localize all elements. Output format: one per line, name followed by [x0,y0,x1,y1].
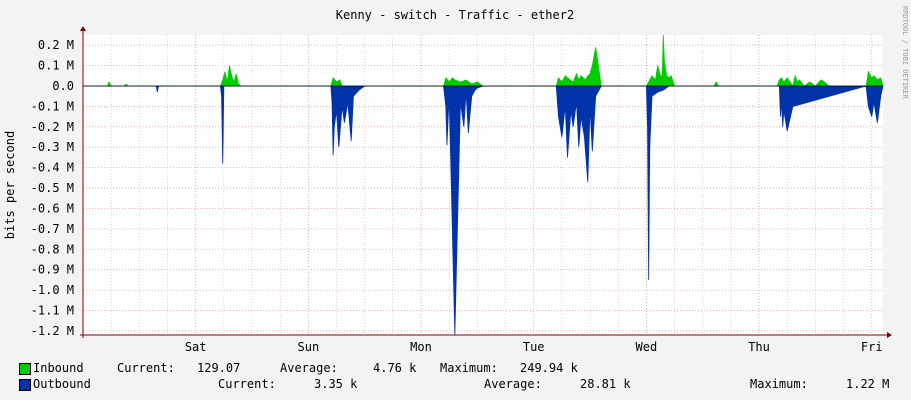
plot-area [83,35,883,335]
y-tick-label: -0.2 M [31,120,74,134]
y-axis-label: bits per second [3,131,17,239]
legend-outbound-maximum-label: Maximum: [750,377,808,391]
legend-inbound-average: 4.76 k [373,361,417,375]
x-tick-label: Sun [298,340,320,354]
inbound-swatch [19,363,31,375]
y-tick-label: -0.7 M [31,222,74,236]
legend-inbound-current-label: Current: [117,361,175,375]
legend-inbound-average-label: Average: [280,361,338,375]
legend-outbound-average: 28.81 k [580,377,631,391]
y-tick-label: 0.0 [52,79,74,93]
series-inbound-area [83,34,884,88]
y-tick-label: -0.4 M [31,161,74,175]
legend-outbound-current: 3.35 k [314,377,358,391]
legend-inbound-current: 129.07 [197,361,241,375]
y-tick-label: -1.0 M [31,283,74,297]
legend-inbound-maximum-label: Maximum: [440,361,498,375]
x-tick-label: Thu [748,340,770,354]
y-tick-label: -0.1 M [31,99,74,113]
y-tick-label: -0.9 M [31,263,74,277]
y-tick-label: -0.8 M [31,242,74,256]
chart-title: Kenny - switch - Traffic - ether2 [336,8,574,22]
legend-outbound-maximum: 1.22 M [846,377,890,391]
x-tick-label: Sat [185,340,207,354]
x-tick-label: Wed [636,340,658,354]
x-tick-label: Mon [410,340,432,354]
watermark: RRDTOOL / TOBI OETIKER [901,6,909,100]
y-tick-label: -0.6 M [31,201,74,215]
outbound-swatch [19,379,31,391]
y-tick-label: -0.5 M [31,181,74,195]
series-outbound-area [83,85,884,336]
y-axis-arrow [80,26,86,31]
x-axis-arrow [887,332,892,338]
traffic-chart: 0.2 M 0.1 M 0.0 -0.1 M -0.2 M -0.3 M -0.4 M -0.… [3,6,909,354]
y-tick-label: 0.1 M [38,59,74,73]
legend-outbound-label: Outbound [33,377,91,391]
y-tick-label: -1.2 M [31,324,74,338]
y-tick-label: -0.3 M [31,140,74,154]
y-tick-label: 0.2 M [38,38,74,52]
legend-inbound-maximum: 249.94 k [520,361,578,375]
legend-outbound-average-label: Average: [484,377,542,391]
x-tick-label: Fri [861,340,883,354]
y-tick-label: -1.1 M [31,304,74,318]
legend-outbound-current-label: Current: [218,377,276,391]
legend-inbound-label: Inbound [33,361,84,375]
x-tick-label: Tue [523,340,545,354]
